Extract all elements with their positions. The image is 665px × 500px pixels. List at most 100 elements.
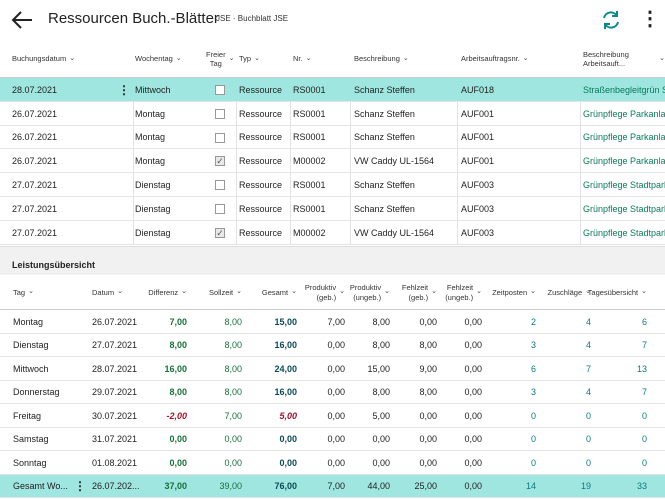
free-day-checkbox [215,132,225,143]
summary-cell[interactable]: 3 [530,340,536,351]
journal-cell[interactable]: Grünpflege Parkanlage [583,132,665,143]
summary-cell: 0,00 [464,316,482,327]
sort-chevron[interactable]: ⌄ [476,288,482,296]
summary-row[interactable] [0,451,665,475]
summary-cell[interactable]: 7 [585,363,591,374]
summary-row[interactable] [0,404,665,428]
sort-chevron[interactable]: ⌄ [402,54,409,62]
header-label[interactable]: Datum [92,287,115,297]
summary-row[interactable] [0,380,665,404]
summary-cell[interactable]: 6 [641,316,647,327]
journal-row[interactable] [0,197,665,221]
summary-row[interactable] [0,333,665,357]
journal-row[interactable] [0,221,665,245]
summary-cell: 16,00 [274,387,297,398]
header-label[interactable]: Beschreibung [354,54,400,64]
sort-chevron[interactable]: ⌄ [659,54,665,62]
summary-cell[interactable]: 0 [530,410,536,421]
sort-chevron[interactable]: ⌄ [69,54,76,62]
summary-cell[interactable]: 0 [530,434,536,445]
header-label[interactable]: Produktiv (geb.) [304,283,337,302]
header-label[interactable]: Typ [239,54,252,64]
summary-cell: 76,00 [274,481,297,492]
sort-chevron[interactable]: ⌄ [431,288,437,296]
journal-cell[interactable]: Grünpflege Parkanlage [583,108,665,119]
sort-chevron[interactable]: ⌄ [175,54,182,62]
summary-cell: 0,00 [464,410,482,421]
journal-cell[interactable]: Grünpflege Stadtpark [583,203,665,214]
journal-row[interactable] [0,78,665,102]
summary-cell[interactable]: 0 [641,457,647,468]
sort-chevron[interactable]: ⌄ [236,288,242,296]
summary-cell[interactable]: 6 [530,363,536,374]
sort-chevron[interactable]: ⌄ [254,54,260,62]
header-label[interactable]: Zeitposten [492,287,528,297]
header-label[interactable]: Nr. [293,54,303,64]
summary-cell[interactable]: 0 [585,457,591,468]
sort-chevron[interactable]: ⌄ [530,288,536,296]
section-band: Leistungsübersicht [0,246,665,275]
header-label[interactable]: Arbeitsauftragsnr. [461,54,520,64]
journal-cell[interactable]: Grünpflege Stadtpark [583,180,665,191]
header-label[interactable]: Differenz [148,287,179,297]
sort-chevron[interactable]: ⌄ [384,288,390,296]
summary-cell[interactable]: 0 [530,457,536,468]
summary-cell[interactable]: 7 [641,340,647,351]
sort-chevron[interactable]: ⌄ [339,288,345,296]
refresh-button[interactable] [600,9,622,31]
summary-cell[interactable]: 0 [585,434,591,445]
header-label[interactable]: Fehlzeit (geb.) [401,283,429,302]
column-separator [457,78,458,245]
journal-cell[interactable]: Grünpflege Parkanlage [583,156,665,167]
summary-cell[interactable]: 19 [580,481,591,492]
sort-chevron[interactable]: ⌄ [228,54,235,62]
summary-cell[interactable]: 7 [641,387,647,398]
summary-cell[interactable]: 13 [636,363,647,374]
journal-cell: RS0001 [293,203,326,214]
more-button[interactable]: ⋮ [640,8,660,30]
header-label[interactable]: Buchungsdatum [12,54,67,64]
header-label[interactable]: Beschreibung Arbeitsauft... [583,49,629,68]
summary-cell[interactable]: 0 [585,410,591,421]
summary-cell[interactable]: 0 [641,434,647,445]
header-label[interactable]: Gesamt [261,287,289,297]
header-label[interactable]: Sollzeit [208,287,234,297]
journal-cell[interactable]: Grünpflege Stadtpark [583,227,665,238]
sort-chevron[interactable]: ⌄ [585,288,591,296]
header-label[interactable]: Tagesübersicht [587,287,639,297]
summary-cell[interactable]: 4 [585,387,591,398]
journal-row[interactable] [0,173,665,197]
journal-row[interactable] [0,126,665,150]
header-label[interactable]: Tag [13,287,26,297]
sort-chevron[interactable]: ⌄ [641,288,647,296]
sort-chevron[interactable]: ⌄ [522,54,529,62]
summary-cell[interactable]: 4 [585,340,591,351]
summary-row[interactable] [0,427,665,451]
summary-cell[interactable]: 33 [636,481,647,492]
summary-cell[interactable]: 4 [585,316,591,327]
journal-column-header: Typ ⌄ [239,40,289,78]
summary-cell[interactable]: 3 [530,387,536,398]
summary-row[interactable] [0,474,665,498]
journal-cell[interactable]: Straßenbegleitgrün Sie... [583,84,665,95]
summary-cell: 0,00 [169,434,187,445]
header-label[interactable]: Wochentag [135,54,173,64]
summary-cell[interactable]: 0 [641,410,647,421]
sort-chevron[interactable]: ⌄ [28,288,34,296]
summary-row[interactable] [0,310,665,334]
back-button[interactable] [10,9,34,31]
header-label[interactable]: Produktiv (ungeb.) [349,283,382,302]
summary-cell[interactable]: 14 [525,481,536,492]
summary-column-header: Sollzeit ⌄ [195,275,242,310]
sort-chevron[interactable]: ⌄ [117,288,123,296]
header-label[interactable]: Freier Tag [206,49,226,68]
header-label[interactable]: Fehlzeit (ungeb.) [445,283,474,302]
sort-chevron[interactable]: ⌄ [181,288,187,296]
header-label[interactable]: Zuschläge [547,287,583,297]
sort-chevron[interactable]: ⌄ [305,54,312,62]
journal-row[interactable] [0,149,665,174]
sort-chevron[interactable]: ⌄ [291,288,297,296]
journal-row[interactable] [0,102,665,126]
summary-row[interactable] [0,357,665,381]
summary-cell[interactable]: 2 [530,316,536,327]
